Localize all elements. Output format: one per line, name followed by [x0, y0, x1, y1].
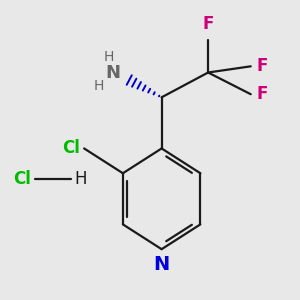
- Text: H: H: [75, 170, 87, 188]
- Text: N: N: [105, 64, 120, 82]
- Text: Cl: Cl: [14, 170, 32, 188]
- Text: H: H: [104, 50, 114, 64]
- Text: H: H: [94, 80, 104, 94]
- Text: F: F: [256, 85, 268, 103]
- Text: Cl: Cl: [62, 140, 80, 158]
- Text: N: N: [154, 255, 170, 274]
- Text: F: F: [256, 57, 268, 75]
- Text: F: F: [202, 15, 214, 33]
